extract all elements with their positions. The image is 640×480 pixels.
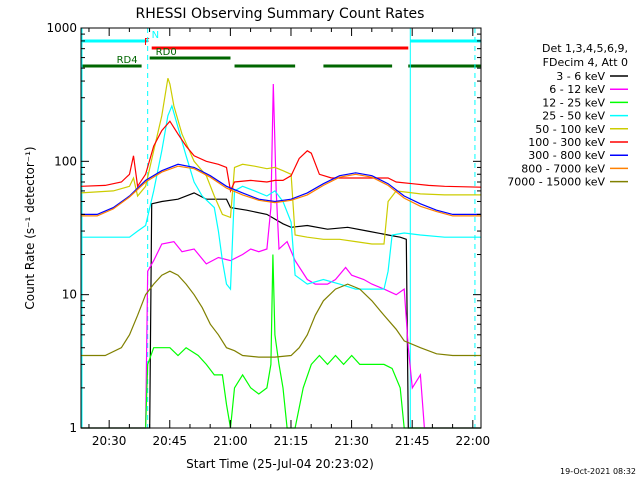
y-axis-ticks: 1 10 100 1000 (46, 21, 481, 435)
series-line-0 (81, 192, 481, 429)
mode-change-lines (81, 28, 476, 428)
y-tick-label-1: 10 (62, 288, 77, 302)
series-line-1 (81, 83, 481, 429)
legend-label-0: 3 - 6 keV (556, 70, 605, 83)
legend-label-8: 7000 - 15000 keV (507, 176, 605, 189)
legend-header-line-2: FDecim 4, Att 0 (543, 56, 628, 69)
legend-label-1: 6 - 12 keV (549, 83, 605, 96)
series-line-2 (81, 254, 481, 429)
x-tick-label-1: 20:45 (152, 434, 187, 448)
x-tick-label-6: 22:00 (456, 434, 491, 448)
legend-label-6: 300 - 800 keV (528, 149, 605, 162)
plot-frame (80, 27, 482, 429)
flag-label-rd0: RD0 (156, 47, 177, 58)
series-line-3 (81, 104, 481, 291)
series-line-8 (81, 270, 481, 358)
series-group (80, 78, 482, 429)
observing-flags: NF RD0 RD4 (81, 30, 481, 68)
x-tick-label-4: 21:30 (334, 434, 369, 448)
legend-header-line-1: Det 1,3,4,5,6,9, (542, 42, 628, 55)
x-axis-ticks: 20:30 20:45 21:00 21:15 21:30 21:45 22:00 (88, 28, 491, 448)
flag-label-rd4: RD4 (117, 55, 138, 66)
y-tick-label-0: 1 (69, 421, 77, 435)
flag-label-f: F (144, 37, 150, 48)
legend: Det 1,3,4,5,6,9, FDecim 4, Att 0 3 - 6 k… (507, 42, 628, 189)
series-line-5 (80, 120, 482, 193)
x-axis-label: Start Time (25-Jul-04 20:23:02) (186, 457, 374, 471)
legend-label-3: 25 - 50 keV (542, 110, 605, 123)
series-line-4 (80, 78, 481, 245)
chart-title: RHESSI Observing Summary Count Rates (136, 6, 425, 22)
x-tick-label-0: 20:30 (92, 434, 127, 448)
y-tick-label-2: 100 (54, 154, 77, 168)
y-axis-label: Count Rate (s⁻¹ detector⁻¹) (23, 146, 37, 309)
y-tick-label-3: 1000 (46, 21, 77, 35)
x-tick-label-3: 21:15 (274, 434, 309, 448)
series-line-7 (81, 165, 481, 217)
legend-label-2: 12 - 25 keV (542, 96, 605, 109)
x-tick-label-2: 21:00 (213, 434, 248, 448)
flag-label-n: N (152, 30, 159, 41)
legend-label-7: 800 - 7000 keV (521, 162, 605, 175)
x-tick-label-5: 21:45 (395, 434, 430, 448)
series-line-6 (81, 163, 481, 215)
legend-label-4: 50 - 100 keV (535, 123, 605, 136)
generation-timestamp: 19-Oct-2021 08:32 (560, 467, 636, 476)
legend-label-5: 100 - 300 keV (528, 136, 605, 149)
